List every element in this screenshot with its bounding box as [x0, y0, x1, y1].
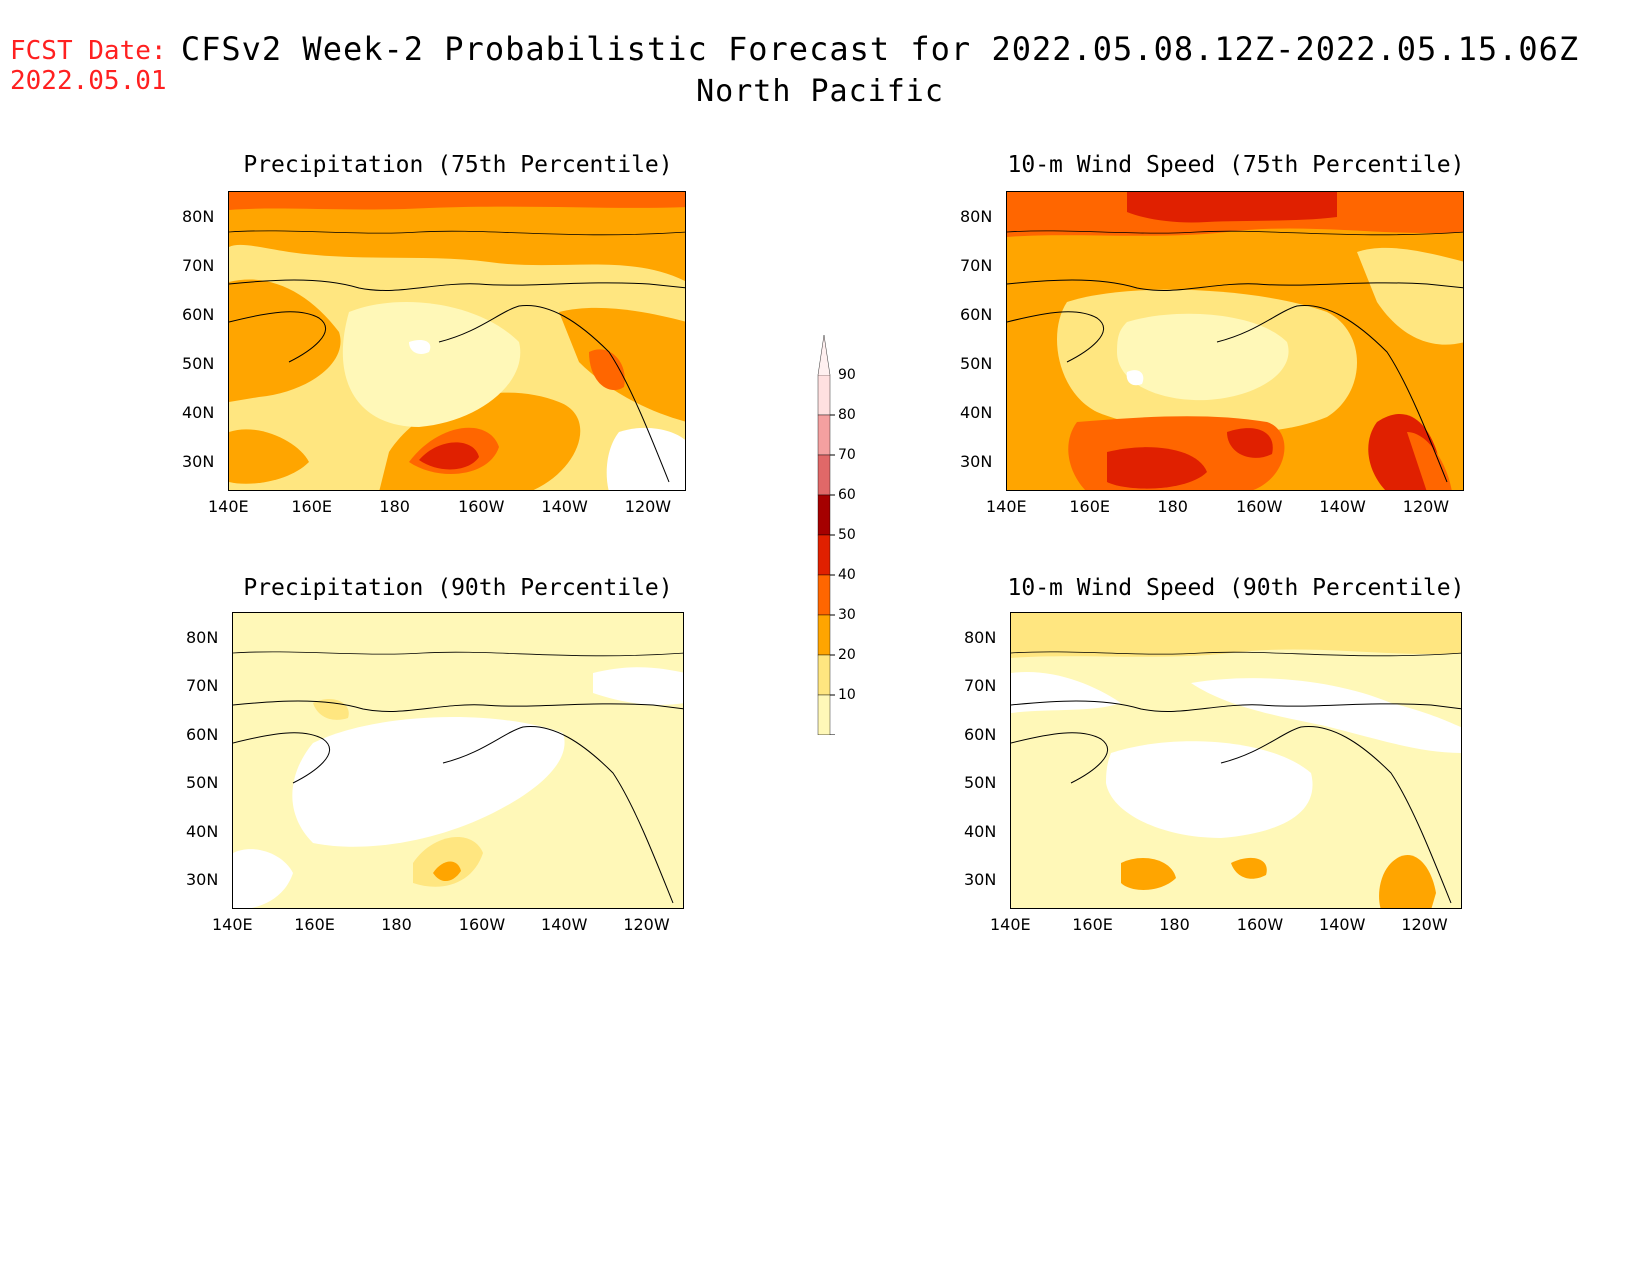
lat-tick-label: 30N	[182, 451, 215, 471]
colorbar-swatch	[817, 374, 831, 416]
map-wind90-field	[1011, 613, 1461, 908]
forecast-date-label: FCST Date:	[10, 36, 167, 66]
lat-tick-label: 70N	[186, 676, 219, 696]
lat-tick-label: 40N	[960, 402, 993, 422]
forecast-date: FCST Date: 2022.05.01	[10, 36, 167, 96]
lat-tick-label: 60N	[960, 304, 993, 324]
lat-tick-label: 40N	[186, 821, 219, 841]
lon-tick-label: 160W	[458, 915, 506, 934]
colorbar-swatch	[817, 574, 831, 616]
colorbar-label: 90	[838, 367, 856, 383]
forecast-date-value: 2022.05.01	[10, 66, 167, 96]
lat-tick-label: 50N	[182, 353, 215, 373]
panel-title-wind90: 10-m Wind Speed (90th Percentile)	[1007, 575, 1465, 601]
lat-tick-label: 60N	[964, 724, 997, 744]
lon-tick-label: 120W	[623, 915, 670, 934]
colorbar-label: 10	[838, 687, 856, 703]
lat-tick-label: 70N	[964, 676, 997, 696]
colorbar-swatch	[817, 614, 831, 656]
colorbar-label: 70	[838, 447, 856, 463]
map-precip90-field	[233, 613, 683, 908]
lon-tick-label: 140E	[986, 497, 1027, 516]
lat-tick-label: 30N	[964, 869, 997, 889]
panel-title-precip75: Precipitation (75th Percentile)	[243, 152, 673, 178]
colorbar-label: 60	[838, 487, 856, 503]
page-title: CFSv2 Week-2 Probabilistic Forecast for …	[180, 30, 1580, 68]
map-precip75	[228, 191, 686, 491]
lat-tick-label: 80N	[186, 628, 219, 647]
lat-tick-label: 30N	[960, 451, 993, 471]
map-wind90	[1010, 612, 1462, 909]
lon-tick-label: 160E	[291, 497, 332, 516]
colorbar-label: 80	[838, 407, 856, 423]
lat-tick-label: 50N	[964, 773, 997, 793]
lat-tick-label: 70N	[182, 255, 215, 275]
lon-tick-label: 120W	[624, 497, 672, 516]
lon-tick-label: 160E	[1069, 497, 1110, 516]
lat-tick-label: 50N	[960, 353, 993, 373]
lon-tick-label: 180	[381, 915, 412, 934]
lat-tick-label: 60N	[182, 304, 215, 324]
lat-tick-label: 40N	[182, 402, 215, 422]
colorbar-label: 40	[838, 567, 856, 583]
colorbar-label: 50	[838, 527, 856, 543]
colorbar-upper-arrow	[817, 334, 831, 376]
lat-tick-label: 70N	[960, 255, 993, 275]
lon-tick-label: 140W	[541, 915, 588, 934]
map-precip90	[232, 612, 684, 909]
lon-tick-label: 140W	[541, 497, 588, 516]
lon-tick-label: 160E	[294, 915, 335, 934]
region-subtitle: North Pacific	[696, 74, 944, 109]
lon-tick-label: 180	[379, 497, 410, 516]
lon-tick-label: 140E	[212, 915, 253, 934]
map-precip75-field	[229, 192, 685, 490]
colorbar-swatch	[817, 694, 831, 736]
colorbar-swatch	[817, 654, 831, 696]
lon-tick-label: 120W	[1401, 915, 1448, 934]
lon-tick-label: 140W	[1319, 497, 1366, 516]
colorbar-swatch	[817, 454, 831, 496]
colorbar: 90 80 70 60 50 40 30 20 10	[810, 334, 870, 736]
lon-tick-label: 160E	[1072, 915, 1113, 934]
panel-title-wind75: 10-m Wind Speed (75th Percentile)	[1007, 152, 1465, 178]
lon-tick-label: 160W	[1236, 497, 1283, 516]
lon-tick-label: 140E	[208, 497, 249, 516]
lon-tick-label: 140W	[1319, 915, 1366, 934]
lat-tick-label: 50N	[186, 773, 219, 793]
colorbar-swatch	[817, 414, 831, 456]
map-wind75	[1006, 191, 1464, 491]
colorbar-label: 20	[838, 647, 856, 663]
colorbar-scale	[817, 334, 835, 736]
panel-title-precip90: Precipitation (90th Percentile)	[243, 575, 673, 601]
lon-tick-label: 160W	[458, 497, 505, 516]
lat-tick-label: 30N	[186, 869, 219, 889]
lat-tick-label: 80N	[182, 207, 215, 226]
lon-tick-label: 140E	[990, 915, 1031, 934]
lon-tick-label: 160W	[1236, 915, 1284, 934]
lat-tick-label: 80N	[960, 207, 993, 226]
map-wind75-field	[1007, 192, 1463, 490]
lat-tick-label: 60N	[186, 724, 219, 744]
lon-tick-label: 180	[1157, 497, 1188, 516]
colorbar-swatch	[817, 494, 831, 536]
lat-tick-label: 80N	[964, 628, 997, 647]
colorbar-swatch	[817, 534, 831, 576]
lon-tick-label: 120W	[1402, 497, 1450, 516]
lat-tick-label: 40N	[964, 821, 997, 841]
lon-tick-label: 180	[1159, 915, 1190, 934]
colorbar-label: 30	[838, 607, 856, 623]
